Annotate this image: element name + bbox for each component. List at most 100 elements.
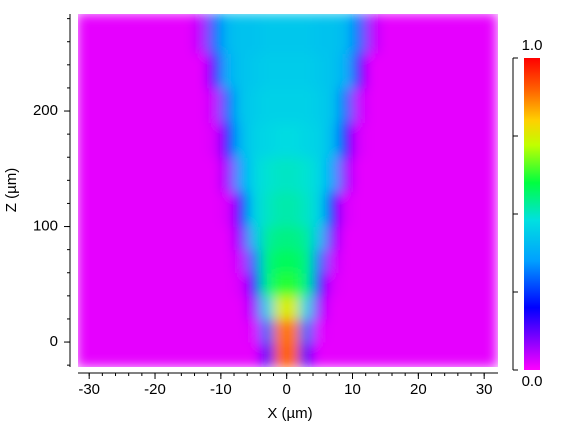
heatmap-cell [260, 295, 275, 320]
heatmap-cell [313, 157, 327, 193]
heatmap-cell [78, 122, 196, 158]
heatmap-cell [365, 342, 380, 367]
heatmap-cell [313, 53, 327, 89]
heatmap-cell [194, 14, 209, 54]
heatmap-cell [352, 157, 367, 193]
heatmap-cell [273, 53, 288, 89]
heatmap-cell [78, 342, 196, 367]
heatmap-cell [339, 249, 354, 274]
heatmap-cell [299, 191, 314, 228]
heatmap-cell [207, 295, 222, 320]
heatmap-cell [339, 87, 354, 124]
x-axis-label: X (µm) [267, 405, 312, 422]
heatmap-cell [220, 342, 235, 367]
heatmap-cell [339, 226, 354, 251]
heatmap-cell [234, 226, 248, 251]
heatmap-cell [313, 191, 327, 228]
heatmap-cell [339, 342, 354, 367]
heatmap-cell [247, 191, 261, 228]
heatmap-cell [378, 342, 498, 367]
heatmap-cell [247, 14, 261, 54]
heatmap-cell [234, 87, 248, 124]
heatmap-cell [365, 272, 380, 297]
heatmap-cell [207, 342, 222, 367]
heatmap-cell [378, 14, 498, 54]
heatmap-cell [220, 87, 235, 124]
heatmap-cell [273, 87, 288, 124]
heatmap-cell [247, 272, 261, 297]
heatmap-cell [273, 14, 288, 54]
heatmap-cell [194, 157, 209, 193]
heatmap-cell [207, 14, 222, 54]
heatmap-cell [286, 226, 301, 251]
heatmap-cell [78, 87, 196, 124]
heatmap-cell [260, 87, 275, 124]
heatmap-cell [352, 318, 367, 343]
heatmap-cell [339, 191, 354, 228]
heatmap-cell [313, 249, 327, 274]
x-tick-label: 0 [283, 381, 291, 398]
heatmap-cell [313, 318, 327, 343]
heatmap-cell [78, 53, 196, 89]
heatmap-cell [378, 226, 498, 251]
heatmap-cell [220, 122, 235, 158]
heatmap-cell [378, 122, 498, 158]
heatmap-cell [326, 342, 340, 367]
heatmap-cell [286, 87, 301, 124]
heatmap-cell [234, 342, 248, 367]
heatmap-cell [260, 249, 275, 274]
heatmap-cell [78, 226, 196, 251]
heatmap-cell [299, 53, 314, 89]
y-tick-label: 100 [33, 218, 58, 235]
heatmap-cell [273, 226, 288, 251]
heatmap-cell [273, 191, 288, 228]
x-tick-label: 10 [344, 381, 361, 398]
heatmap-cell [247, 295, 261, 320]
heatmap-cell [326, 249, 340, 274]
heatmap-cell [326, 318, 340, 343]
heatmap-cell [299, 157, 314, 193]
heatmap-cell [220, 14, 235, 54]
heatmap-cell [326, 53, 340, 89]
heatmap-cell [378, 318, 498, 343]
heatmap-cell [326, 272, 340, 297]
heatmap-cell [299, 226, 314, 251]
heatmap-cell [78, 191, 196, 228]
heatmap-cell [194, 122, 209, 158]
heatmap-cell [260, 157, 275, 193]
heatmap-cell [234, 53, 248, 89]
heatmap-cell [378, 157, 498, 193]
heatmap-cell [299, 342, 314, 367]
heatmap-cell [365, 295, 380, 320]
heatmap-cell [286, 342, 301, 367]
x-tick-label: -20 [144, 381, 166, 398]
heatmap-cell [194, 295, 209, 320]
y-axis-label: Z (µm) [3, 168, 20, 212]
heatmap-cell [260, 14, 275, 54]
heatmap-cell [207, 249, 222, 274]
heatmap-cell [286, 249, 301, 274]
heatmap-cell [313, 14, 327, 54]
heatmap-cell [78, 157, 196, 193]
heatmap-cell [273, 249, 288, 274]
heatmap-cell [352, 342, 367, 367]
heatmap-cell [247, 53, 261, 89]
heatmap-cell [220, 249, 235, 274]
heatmap-cell [339, 122, 354, 158]
heatmap-cell [326, 226, 340, 251]
heatmap-cell [299, 318, 314, 343]
heatmap-cell [286, 295, 301, 320]
heatmap-cell [260, 342, 275, 367]
heatmap-cell [194, 87, 209, 124]
heatmap-cell [273, 272, 288, 297]
heatmap-cell [313, 295, 327, 320]
heatmap-cell [365, 226, 380, 251]
heatmap-cell [234, 14, 248, 54]
heatmap-cell [352, 249, 367, 274]
heatmap-cell [339, 318, 354, 343]
heatmap-cell [378, 295, 498, 320]
heatmap-cell [365, 157, 380, 193]
heatmap-cell [260, 226, 275, 251]
colorbar-tick-label: 0.0 [522, 373, 543, 390]
